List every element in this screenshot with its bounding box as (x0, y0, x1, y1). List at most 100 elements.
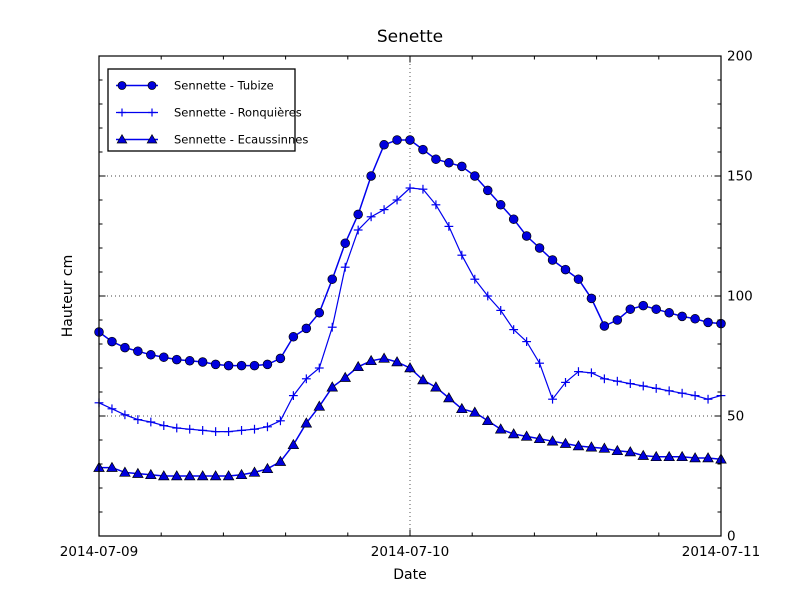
data-point-triangle (119, 466, 131, 477)
y-axis-label: Hauteur cm (60, 255, 76, 338)
data-point-circle (612, 315, 623, 325)
data-point-circle (327, 274, 338, 284)
legend: Sennette - Tubize Sennette - Ronquières Se… (107, 68, 308, 152)
data-point-triangle (702, 452, 714, 463)
data-point-circle (117, 81, 127, 90)
legend-item-label: Sennette - Tubize (174, 79, 274, 93)
data-point-circle (353, 209, 363, 220)
data-point-circle (521, 231, 532, 241)
data-point-circle (147, 81, 157, 90)
data-point-circle (534, 243, 545, 253)
data-point-circle (651, 304, 661, 314)
data-point-triangle (572, 440, 585, 451)
data-point-triangle (689, 452, 701, 463)
y-tick-label: 100 (727, 289, 753, 305)
data-point-triangle (443, 392, 455, 403)
data-point-circle (483, 185, 493, 196)
legend-box (107, 68, 296, 152)
legend-item-label: Sennette - Ronquières (174, 106, 302, 120)
data-point-circle (301, 323, 312, 334)
data-point-triangle (624, 446, 637, 457)
data-point-triangle (274, 455, 287, 466)
data-point-circle (172, 354, 182, 365)
data-point-triangle (300, 417, 313, 428)
data-point-circle (249, 360, 260, 371)
data-point-triangle (313, 400, 326, 411)
legend-item-ecaussinnes: Sennette - Ecaussinnes (116, 133, 308, 147)
data-point-triangle (116, 134, 128, 144)
legend-item-tubize: Sennette - Tubize (116, 79, 274, 93)
data-point-circle (366, 171, 376, 181)
data-point-triangle (352, 360, 364, 372)
data-point-circle (508, 214, 519, 224)
data-point-circle (418, 144, 428, 155)
data-point-triangle (546, 435, 559, 446)
series-ecaussinnes (93, 352, 727, 481)
data-point-triangle (378, 352, 390, 363)
x-tick-label: 2014-07-11 (682, 544, 760, 560)
data-point-triangle (507, 428, 520, 439)
x-tick-label: 2014-07-10 (371, 544, 449, 560)
data-point-triangle (183, 470, 196, 481)
data-point-circle (444, 158, 454, 168)
data-point-circle (146, 350, 156, 360)
y-tick-label: 50 (727, 409, 744, 425)
data-point-circle (495, 200, 506, 210)
data-point-circle (197, 357, 208, 367)
data-point-triangle (339, 371, 352, 382)
data-point-triangle (170, 470, 183, 481)
data-point-triangle (611, 444, 624, 456)
data-point-triangle (533, 432, 546, 444)
data-point-triangle (417, 374, 429, 385)
axis-ticks (98, 55, 722, 537)
data-point-triangle (637, 449, 650, 460)
data-point-triangle (196, 470, 209, 481)
data-point-circle (314, 308, 325, 318)
data-point-triangle (146, 134, 158, 144)
data-point-circle (586, 293, 597, 304)
data-point-triangle (468, 406, 481, 417)
data-point-triangle (585, 441, 598, 452)
data-point-triangle (145, 468, 157, 480)
data-point-triangle (494, 423, 507, 434)
x-tick-label: 2014-07-09 (60, 544, 138, 560)
legend-item-label: Sennette - Ecaussinnes (174, 133, 308, 147)
data-point-circle (288, 332, 299, 342)
data-point-circle (547, 255, 558, 265)
data-point-triangle (261, 462, 274, 474)
data-point-circle (405, 135, 415, 145)
data-point-circle (560, 264, 571, 275)
data-point-triangle (559, 437, 572, 448)
data-point-circle (664, 308, 674, 318)
data-point-triangle (287, 438, 300, 450)
data-point-circle (133, 346, 143, 356)
series-tubize (94, 135, 726, 371)
data-point-circle (340, 238, 350, 248)
data-point-triangle (520, 430, 533, 441)
data-point-circle (223, 360, 234, 371)
data-point-circle (392, 135, 402, 145)
data-point-circle (573, 274, 584, 284)
data-point-circle (159, 352, 169, 362)
data-point-triangle (222, 470, 235, 481)
data-point-triangle (326, 381, 339, 392)
data-point-circle (120, 342, 130, 353)
data-point-triangle (404, 362, 416, 373)
data-point-triangle (106, 461, 118, 472)
y-tick-label: 0 (727, 529, 736, 545)
data-point-triangle (663, 450, 675, 462)
data-point-triangle (650, 450, 663, 462)
data-point-triangle (598, 442, 611, 453)
x-axis-label: Date (393, 567, 426, 583)
data-point-circle (236, 360, 247, 371)
legend-item-ronquieres: Sennette - Ronquières (116, 106, 302, 120)
data-point-triangle (209, 470, 222, 481)
data-point-triangle (248, 466, 261, 477)
data-point-circle (107, 336, 117, 347)
data-point-circle (625, 304, 636, 314)
data-point-triangle (365, 354, 377, 366)
data-point-circle (677, 311, 687, 322)
data-point-circle (690, 314, 700, 324)
